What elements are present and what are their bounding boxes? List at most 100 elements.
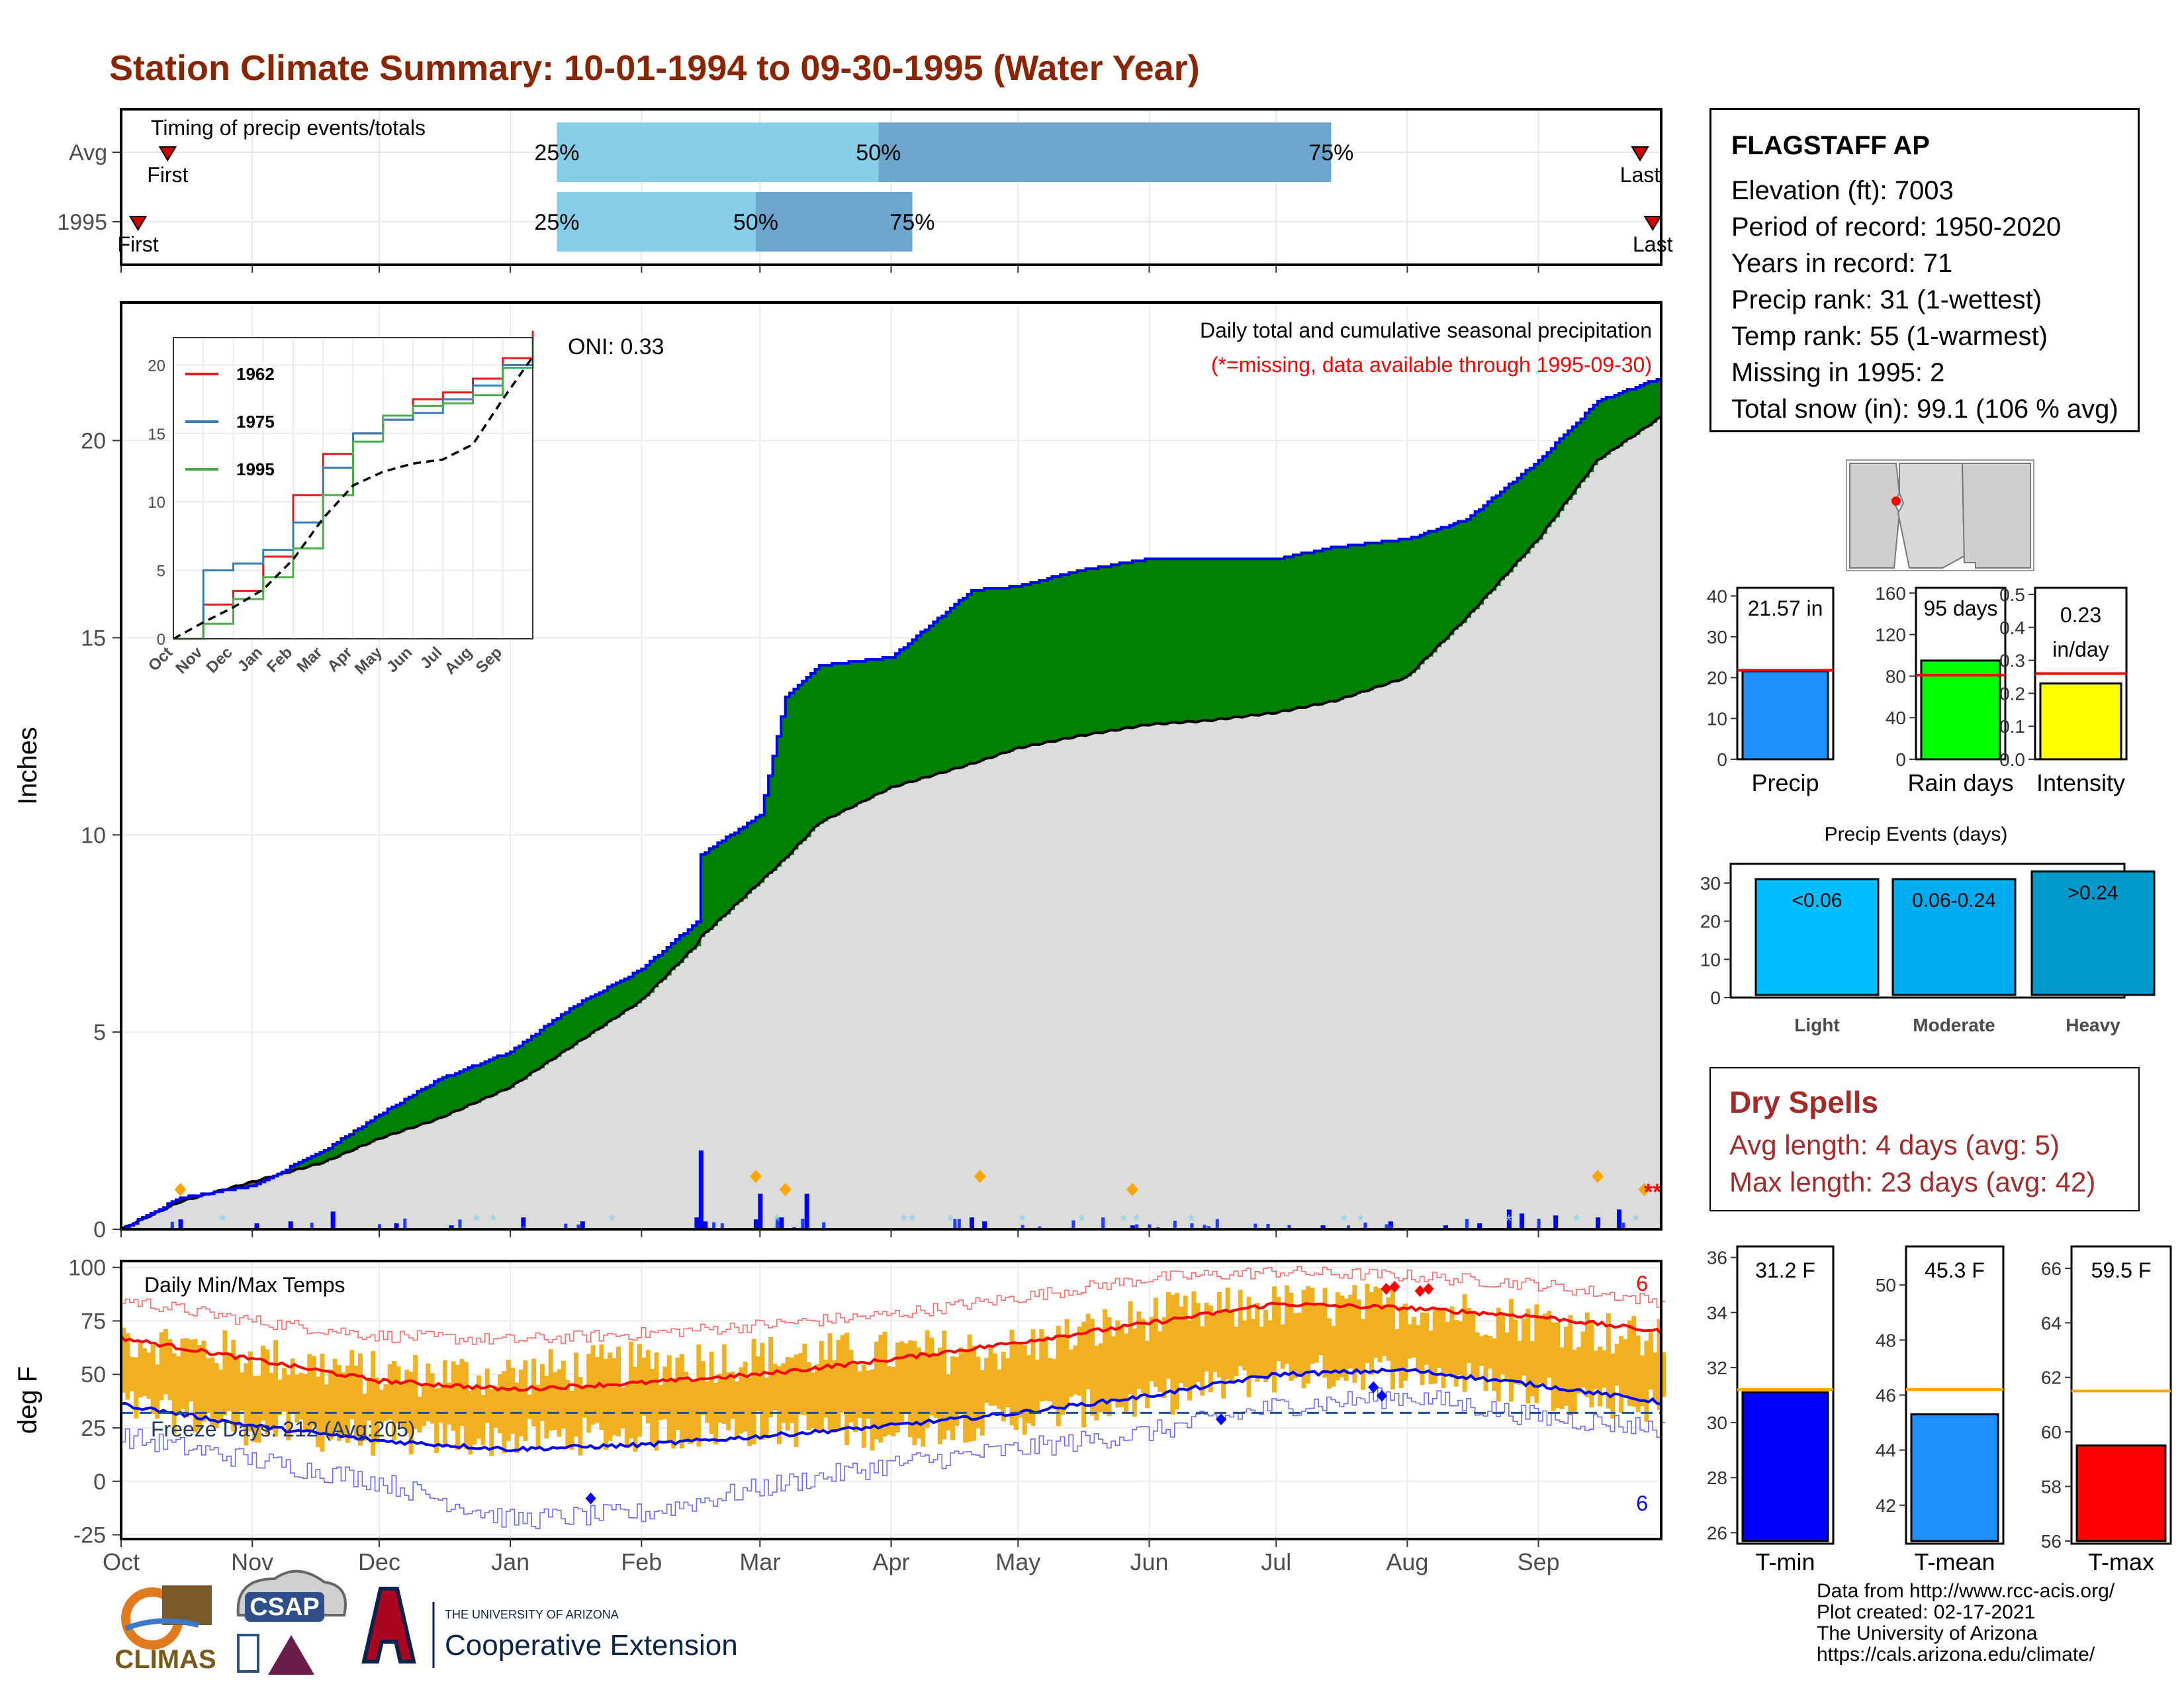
daily-temp-bar [921,1354,926,1447]
daily-temp-bar [1289,1292,1294,1382]
cumulative-diff-fill [345,1137,350,1152]
cumulative-diff-fill [1606,397,1611,455]
daily-temp-bar [1369,1291,1374,1375]
daily-temp-bar [620,1387,625,1429]
daily-precip-bar [1596,1217,1601,1229]
daily-temp-bar [1610,1353,1615,1419]
cumulative-diff-fill [316,1154,321,1164]
cumulative-diff-fill [895,653,900,786]
map-nevada [1849,463,1901,569]
cumulative-diff-fill [413,1095,418,1128]
daily-temp-bar [1306,1286,1310,1384]
daily-temp-bar [827,1333,833,1431]
daily-temp-bar [337,1365,342,1441]
map-new-mexico [1961,463,2031,569]
cumulative-diff-fill [984,588,989,759]
cumulative-diff-fill [976,590,981,763]
cumulative-diff-fill [751,821,756,890]
inset-legend-label-1995: 1995 [236,459,275,479]
cumulative-diff-fill [671,943,676,970]
daily-temp-bar [138,1340,143,1398]
summary-tick-label-1-4: 160 [1875,583,1906,604]
cumulative-diff-fill [489,1059,494,1097]
cumulative-diff-fill [815,669,820,827]
cumulative-diff-fill [396,1105,401,1134]
daily-temp-bar [1640,1355,1645,1407]
daily-temp-bar [180,1338,185,1409]
daily-temp-bar [1034,1359,1040,1413]
daily-temp-bar [1009,1329,1015,1426]
daily-precip-bar-small [1537,1219,1541,1229]
daily-precip-bar-small [1021,1225,1024,1229]
daily-temp-bar [866,1370,871,1419]
cumulative-diff-fill [1195,559,1201,722]
cumulative-diff-fill [1246,559,1251,717]
cumulative-diff-fill [1492,497,1497,591]
daily-temp-bar [832,1360,837,1433]
daily-temp-bar [146,1352,152,1399]
daily-temp-bar [197,1344,203,1430]
cumulative-diff-fill [599,992,604,1029]
daily-precip-bar-small [953,1219,957,1229]
timing-q75-label: 75% [889,210,934,235]
month-label-may: May [995,1548,1040,1575]
daily-temp-bar [984,1358,989,1403]
cumulative-diff-fill [1576,422,1582,489]
daily-temp-bar [852,1364,858,1432]
daily-precip-bar [969,1217,974,1229]
cumulative-diff-fill [958,600,964,769]
timing-q25-label: 25% [534,140,579,165]
daily-temp-bar [629,1341,634,1438]
daily-temp-bar [1301,1289,1306,1389]
daily-temp-bar [1631,1315,1637,1407]
daily-temp-bar [1361,1319,1366,1390]
events-tick-label-0: 0 [1710,988,1721,1008]
daily-temp-bar [324,1384,329,1434]
tempbar-tick-label-0-0: 26 [1707,1523,1727,1543]
cumulative-diff-fill [1073,573,1078,738]
timing-q50-label: 50% [856,140,901,165]
daily-temp-bar [1441,1307,1446,1388]
inset-legend-label-1975: 1975 [236,412,275,432]
snow-marker: * [473,1211,480,1231]
cumulative-diff-fill [1301,553,1306,708]
daily-temp-bar [176,1356,181,1415]
cumulative-diff-fill [1394,541,1400,681]
snow-marker: * [1506,1211,1512,1231]
daily-temp-bar [447,1382,452,1425]
daily-precip-bar-small [1101,1217,1105,1229]
cumulative-diff-fill [1089,569,1095,735]
daily-temp-bar [142,1348,147,1396]
station-location-dot [1891,496,1901,506]
cumulative-diff-fill [493,1057,498,1096]
cumulative-diff-fill [1225,559,1230,720]
cumulative-diff-fill [582,1000,587,1040]
daily-temp-bar [210,1357,215,1426]
daily-precip-bar-small [403,1218,407,1229]
daily-temp-bar [1098,1343,1103,1413]
avg-cumulative-line [120,415,1662,1231]
cumulative-diff-fill [1026,584,1032,747]
dry-spells-avg: Avg length: 4 days (avg: 5) [1729,1129,2060,1160]
daily-temp-bar [1525,1309,1531,1404]
daily-temp-bar [353,1365,359,1440]
heavy-event-marker [749,1170,762,1183]
cumulative-diff-fill [459,1071,465,1111]
daily-temp-bar [882,1331,887,1437]
daily-temp-bar [887,1366,892,1435]
cumulative-diff-fill [992,588,997,758]
daily-temp-bar [497,1374,502,1434]
daily-precip-bar [330,1211,336,1229]
daily-precip-bar-small [1346,1225,1350,1229]
daily-temp-bar [1386,1297,1391,1361]
cumulative-diff-fill [1547,452,1552,528]
tempbar-tick-label-0-4: 34 [1707,1303,1727,1323]
snow-marker: * [1188,1211,1195,1231]
cumulative-diff-fill [1043,581,1048,743]
daily-temp-bar [1166,1292,1171,1379]
cumulative-diff-fill [1124,563,1129,728]
daily-temp-bar [1018,1342,1023,1418]
cumulative-diff-fill [1589,408,1594,473]
tempbar-value-label-1: 45.3 F [1925,1258,1985,1282]
